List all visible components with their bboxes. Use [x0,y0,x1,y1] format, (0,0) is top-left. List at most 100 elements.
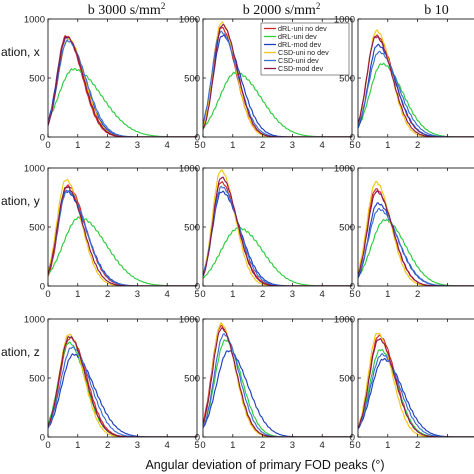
x-tick-label: 5 [349,140,354,151]
series-lines [203,322,352,437]
y-tick-label: 500 [29,374,45,385]
x-tick-label: 1 [230,440,235,451]
series-line-csd-uni-no-dev [48,178,197,286]
series-line-csd-uni-no-dev [48,333,197,437]
y-tick-label: 1000 [334,315,355,326]
series-line-drl-uni-dev [48,341,197,437]
legend-entry: dRL-mod dev [278,40,322,49]
series-line-csd-uni-dev [48,39,197,137]
y-tick-label: 0 [350,282,355,293]
series-line-drl-mod-dev [48,191,197,286]
x-tick-label: 1 [230,289,235,300]
y-tick-label: 1000 [24,15,45,26]
x-tick-label: 2 [260,289,265,300]
series-line-drl-uni-dev [358,218,474,286]
x-tick-label: 0 [355,289,360,300]
y-tick-label: 500 [29,74,45,85]
legend-box [260,22,350,76]
y-tick-label: 500 [29,223,45,234]
y-tick-label: 0 [195,433,200,444]
x-axis-label: Angular deviation of primary FOD peaks (… [145,458,384,472]
series-lines [48,178,197,286]
series-line-csd-mod-dev [358,36,474,137]
panel-r2-c3: 0 1 2 0 500 1000 [334,164,474,300]
x-tick-label: 0 [355,440,360,451]
x-tick-label: 4 [320,289,325,300]
y-tick-label: 500 [184,374,200,385]
y-tick-label: 0 [40,133,45,144]
x-tick-label: 1 [385,289,390,300]
column-title: b 3000 s/mm2 [88,1,166,18]
x-tick-label: 0 [45,289,50,300]
x-tick-label: 2 [415,289,420,300]
x-tick-label: 4 [320,440,325,451]
x-tick-label: 2 [260,140,265,151]
y-tick-label: 0 [40,433,45,444]
series-line-drl-uni-no-dev [48,336,197,437]
y-tick-label: 1000 [179,15,200,26]
series-line-csd-uni-dev [48,346,197,437]
series-line-drl-uni-no-dev [203,324,352,437]
x-tick-label: 0 [45,140,50,151]
series-line-drl-mod-dev [48,353,197,437]
series-line-drl-uni-dev [358,62,474,137]
series-line-drl-uni-dev [203,226,352,286]
x-tick-label: 0 [355,140,360,151]
column-title-superscript: 2 [161,1,166,11]
x-tick-label: 1 [385,140,390,151]
x-tick-label: 0 [200,140,205,151]
y-tick-label: 500 [184,74,200,85]
series-line-drl-mod-dev [358,357,474,437]
x-tick-label: 0 [45,440,50,451]
series-lines [358,180,474,286]
x-tick-label: 3 [290,289,295,300]
x-tick-label: 1 [75,440,80,451]
x-tick-label: 5 [194,289,199,300]
row-label: ation, y [1,194,40,208]
legend-entry: CSD-mod dev [278,64,324,73]
legend-entry: CSD-uni no dev [278,48,329,57]
legend-entry: CSD-uni dev [278,56,319,65]
series-line-drl-uni-no-dev [48,184,197,286]
y-tick-label: 500 [339,374,355,385]
column-title-value: b 10 [424,3,449,18]
column-title-value: b 2000 [243,3,282,18]
x-tick-label: 2 [105,289,110,300]
axes-box [47,18,198,138]
series-line-csd-uni-no-dev [203,169,352,286]
panel-r1-c3: 0 1 2 0 500 1000 [334,15,474,151]
legend-entry: dRL-uni dev [278,32,317,41]
axes-box [202,318,353,438]
series-line-drl-uni-no-dev [358,34,474,137]
series-line-drl-mod-dev [203,350,352,437]
series-lines [48,35,197,137]
panel-r3-c3: 0 1 2 0 500 1000 [334,315,474,451]
y-tick-label: 1000 [334,15,355,26]
row-label: ation, z [1,345,40,359]
y-tick-label: 0 [350,433,355,444]
x-tick-label: 3 [290,440,295,451]
x-tick-label: 0 [200,440,205,451]
series-line-csd-uni-dev [48,189,197,286]
row-label: ation, x [1,45,40,59]
x-tick-label: 5 [349,440,354,451]
x-tick-label: 2 [105,440,110,451]
series-line-csd-mod-dev [48,186,197,286]
x-tick-label: 5 [194,140,199,151]
legend-entry: dRL-uni no dev [278,24,327,33]
x-tick-label: 3 [135,140,140,151]
series-line-csd-mod-dev [48,336,197,437]
series-line-drl-uni-dev [48,216,197,286]
x-tick-label: 4 [165,289,170,300]
x-tick-label: 4 [165,140,170,151]
x-tick-label: 3 [135,289,140,300]
x-tick-label: 1 [385,440,390,451]
y-tick-label: 1000 [179,164,200,175]
series-lines [48,333,197,437]
